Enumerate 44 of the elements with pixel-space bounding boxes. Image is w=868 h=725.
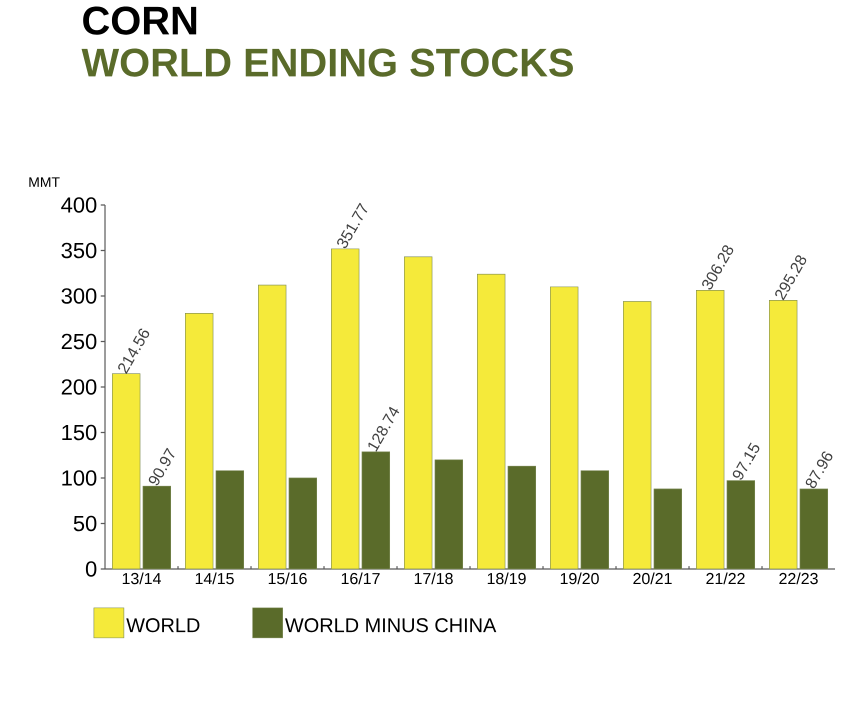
- bar: [696, 290, 724, 570]
- bar: [654, 488, 682, 570]
- y-tick-label: 150: [62, 424, 96, 440]
- bar: [362, 452, 390, 570]
- x-tick-label: 13/14: [122, 572, 161, 584]
- bar: [434, 459, 464, 570]
- legend-label: WORLD MINUS CHINA: [285, 618, 496, 632]
- bar: [185, 312, 214, 570]
- x-tick-label: 21/22: [706, 572, 745, 584]
- bar: [331, 248, 360, 570]
- bar: [550, 286, 578, 570]
- y-tick-label: 200: [62, 379, 96, 395]
- bar: [580, 470, 610, 570]
- x-tick-label: 15/16: [268, 572, 307, 584]
- bar: [112, 373, 140, 570]
- bar: [769, 300, 798, 570]
- y-tick-label: 350: [61, 242, 96, 258]
- bar: [800, 488, 828, 570]
- x-tick-label: 16/17: [342, 572, 380, 584]
- x-tick-label: 14/15: [196, 572, 234, 584]
- bar: [508, 466, 536, 570]
- y-tick-label: 400: [61, 197, 96, 213]
- x-tick-label: 18/19: [488, 572, 526, 584]
- y-tick-label: 50: [74, 516, 96, 532]
- y-tick-label: 100: [62, 470, 96, 486]
- y-axis-title: MMT: [29, 177, 60, 187]
- bar: [477, 274, 506, 570]
- bar: [623, 301, 652, 570]
- chart-subtitle: WORLD ENDING STOCKS: [82, 48, 573, 77]
- y-tick-label: 0: [86, 561, 96, 577]
- y-tick-label: 300: [61, 288, 96, 304]
- x-tick-label: 19/20: [560, 572, 599, 584]
- x-tick-label: 20/21: [633, 572, 672, 584]
- x-tick-label: 17/18: [414, 572, 453, 584]
- bar: [216, 470, 244, 570]
- x-tick-label: 22/23: [779, 572, 818, 584]
- bar: [288, 478, 318, 570]
- bar: [404, 256, 432, 570]
- chart-title: CORN: [83, 6, 196, 35]
- y-tick-label: 250: [62, 334, 96, 350]
- bar: [726, 480, 756, 570]
- legend-label: WORLD: [126, 618, 200, 632]
- bar: [142, 486, 172, 570]
- bar: [258, 284, 286, 570]
